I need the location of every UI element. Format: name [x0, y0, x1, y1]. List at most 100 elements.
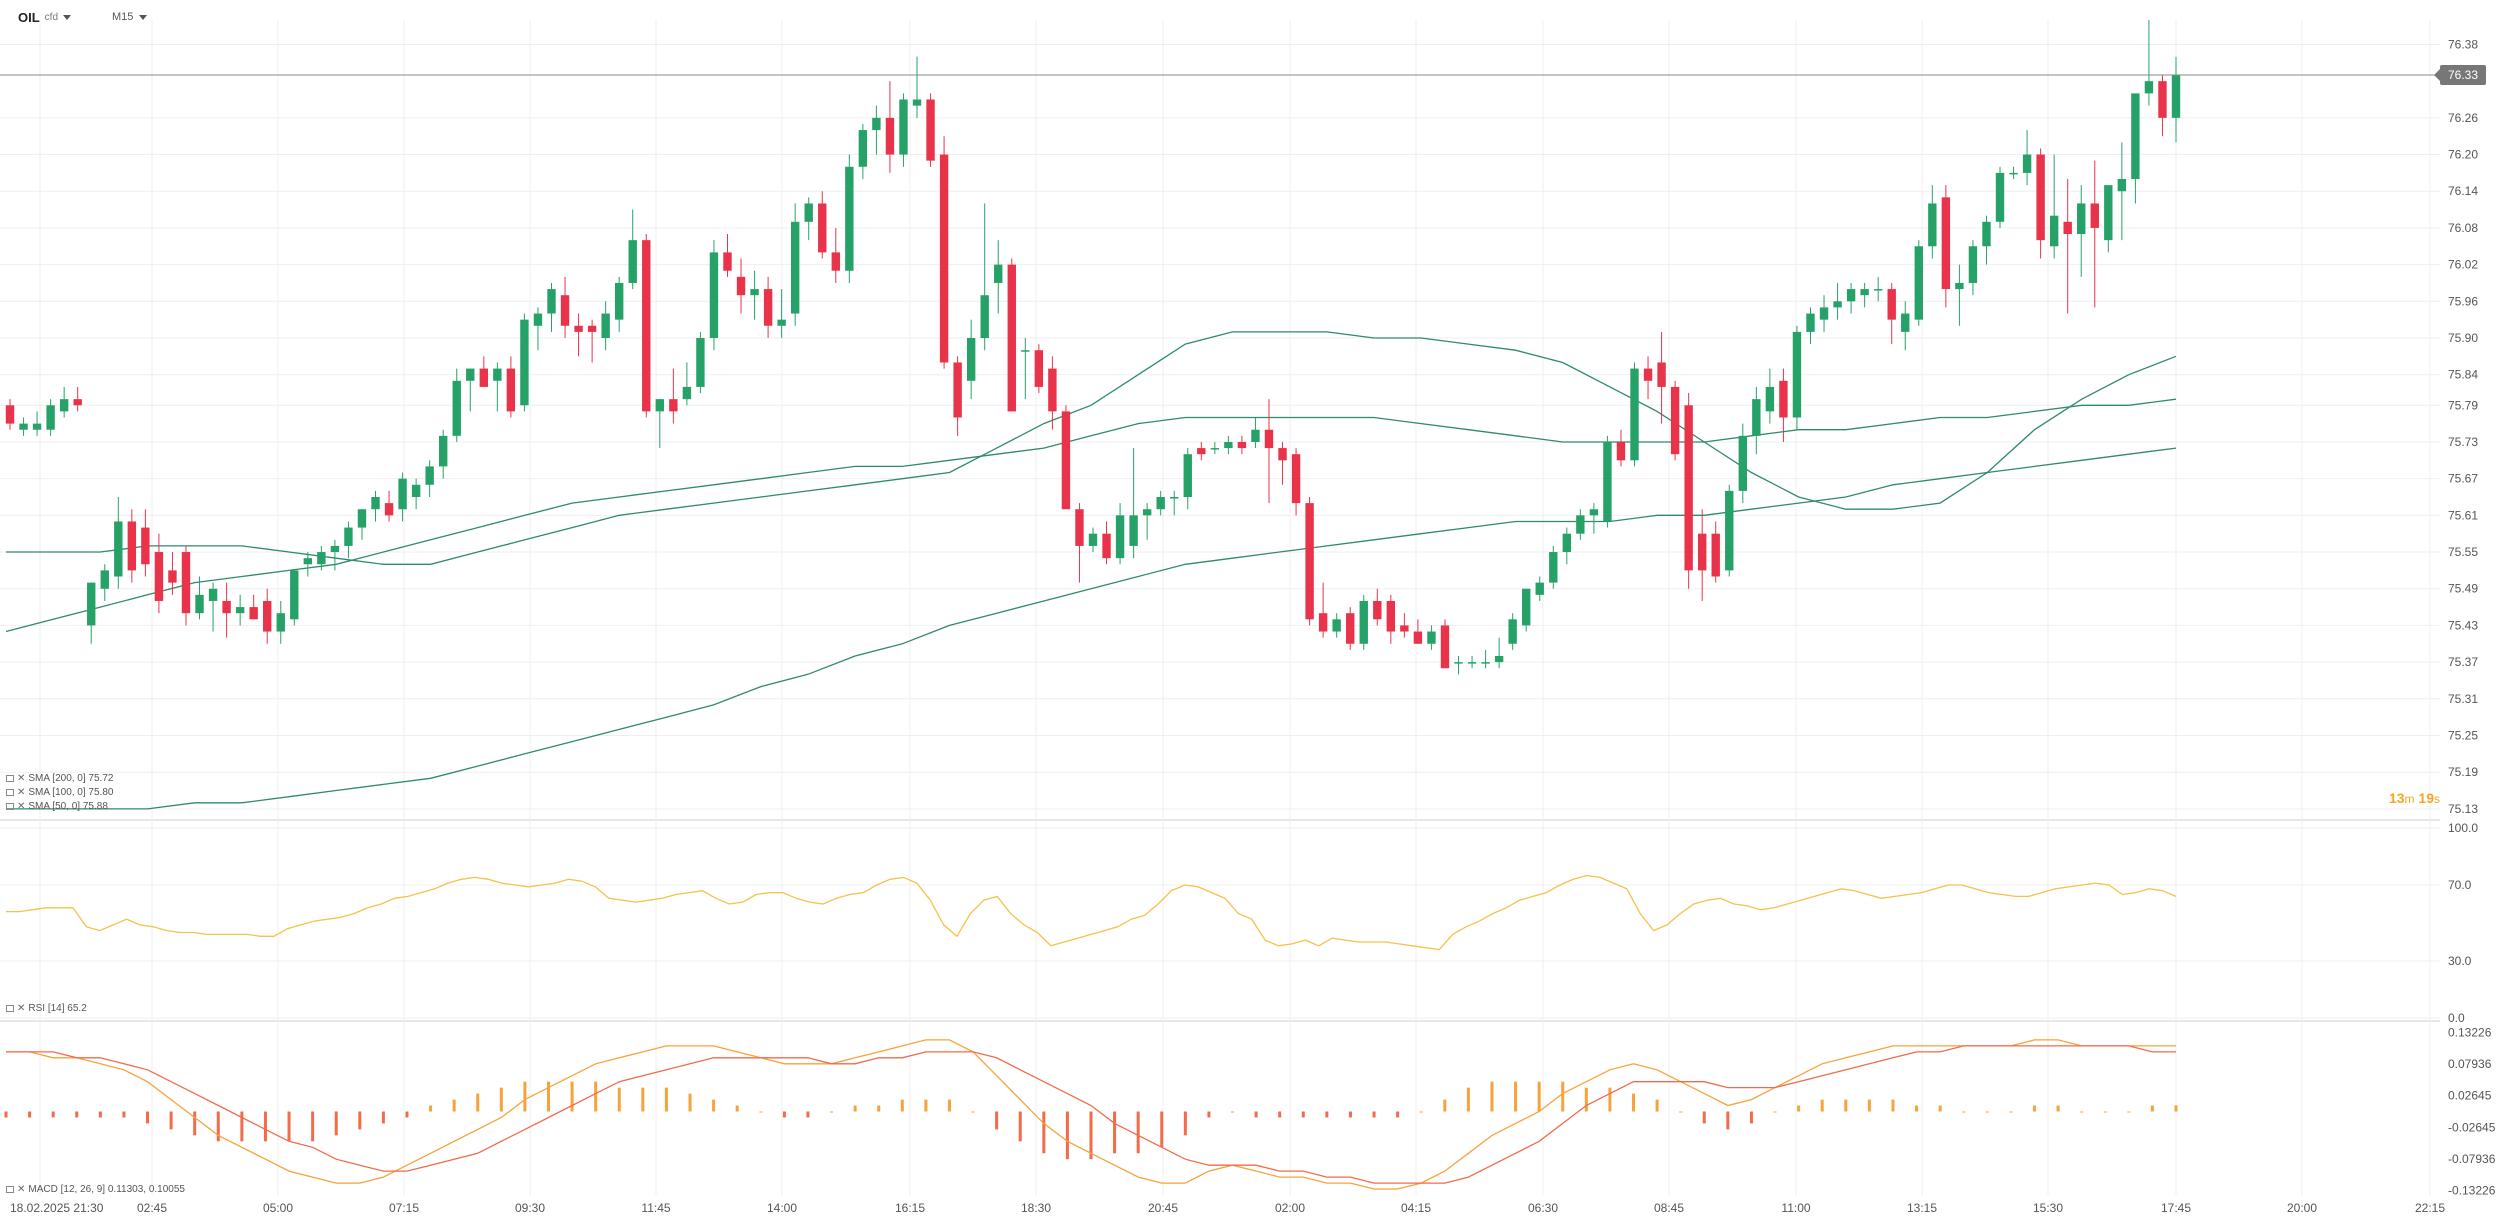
macd-histogram-bar: [75, 1111, 79, 1118]
candle: [452, 368, 461, 442]
macd-histogram-bar: [2174, 1105, 2178, 1112]
candle-body: [642, 240, 651, 412]
candle: [1318, 582, 1328, 638]
price-tick-label: 75.84: [2448, 368, 2478, 382]
current-price-value: 76.33: [2447, 68, 2479, 83]
macd-histogram-bar: [2032, 1105, 2036, 1112]
candle: [411, 478, 421, 510]
legend-rsi[interactable]: ✕ RSI [14] 65.2: [6, 1003, 87, 1014]
settings-icon[interactable]: [6, 1005, 14, 1012]
candle-body: [1346, 613, 1355, 644]
candle: [100, 564, 109, 601]
legend-sma200[interactable]: ✕ SMA [200, 0] 75.72: [6, 773, 113, 784]
candle-body: [5, 405, 15, 424]
macd-histogram-bar: [924, 1099, 928, 1112]
candle-body: [1562, 533, 1572, 553]
candle-body: [1264, 429, 1274, 449]
candle: [2022, 130, 2032, 186]
timeframe-label: M15: [112, 11, 134, 23]
candle: [235, 594, 245, 626]
candle-body: [1792, 331, 1802, 418]
legend-sma50[interactable]: ✕ SMA [50, 0] 75.88: [6, 801, 108, 812]
candle-body: [1332, 619, 1341, 632]
candle: [1142, 503, 1152, 540]
legend-macd[interactable]: ✕ MACD [12, 26, 9] 0.11303, 0.10055: [6, 1184, 185, 1195]
candle-body: [32, 423, 42, 430]
close-icon[interactable]: ✕: [17, 801, 26, 812]
candle-body: [1318, 613, 1328, 632]
candle: [1603, 435, 1612, 528]
candle: [560, 276, 570, 338]
macd-histogram-bar: [570, 1081, 574, 1112]
candle-body: [1129, 515, 1138, 546]
candle: [439, 429, 448, 479]
macd-histogram-bar: [1136, 1111, 1140, 1154]
settings-icon[interactable]: [6, 789, 14, 796]
candle-body: [249, 607, 258, 620]
macd-histogram-bar: [429, 1105, 433, 1112]
candle: [669, 368, 678, 424]
candle: [547, 282, 556, 332]
macd-tick-label: 0.13226: [2448, 1026, 2492, 1040]
candle: [1684, 393, 1693, 589]
candle: [1481, 649, 1490, 669]
candle: [1413, 619, 1423, 644]
candle: [1873, 276, 1883, 302]
candle: [1048, 356, 1057, 430]
macd-histogram-bar: [1301, 1111, 1305, 1118]
macd-histogram-bar: [1537, 1081, 1541, 1112]
settings-icon[interactable]: [6, 803, 14, 810]
macd-histogram-bar: [617, 1087, 621, 1112]
candle-body: [1643, 368, 1653, 381]
symbol-type: cfd: [44, 12, 59, 23]
symbol-name: OIL: [18, 10, 40, 25]
candle-body: [235, 607, 245, 614]
settings-icon[interactable]: [6, 1186, 14, 1193]
candle: [845, 154, 854, 283]
macd-histogram-bar: [759, 1111, 763, 1113]
macd-histogram-bar: [523, 1081, 527, 1112]
macd-histogram-bar: [287, 1111, 291, 1142]
macd-histogram-bar: [2080, 1111, 2084, 1113]
candle-body: [2090, 203, 2099, 228]
price-tick-label: 75.73: [2448, 435, 2478, 449]
candle: [1183, 448, 1192, 510]
macd-histogram-bar: [877, 1105, 881, 1112]
close-icon[interactable]: ✕: [17, 773, 26, 784]
candle-body: [872, 117, 881, 131]
macd-histogram-bar: [2009, 1111, 2013, 1113]
candle: [1955, 264, 1964, 326]
price-tick-label: 75.25: [2448, 729, 2478, 743]
legend-sma100[interactable]: ✕ SMA [100, 0] 75.80: [6, 787, 113, 798]
candle-body: [669, 399, 678, 412]
settings-icon[interactable]: [6, 775, 14, 782]
candle-body: [1535, 582, 1544, 595]
candle: [1278, 441, 1287, 485]
candle-body: [1752, 399, 1761, 436]
timeframe-selector[interactable]: M15: [112, 11, 148, 23]
candle: [317, 545, 326, 571]
price-tick-label: 75.49: [2448, 582, 2478, 596]
close-icon[interactable]: ✕: [17, 1003, 26, 1014]
macd-histogram-bar: [995, 1111, 999, 1130]
macd-histogram-bar: [405, 1111, 409, 1118]
candle-body: [100, 570, 109, 589]
candle-body: [790, 221, 800, 314]
candle-body: [1210, 448, 1220, 450]
candle: [1562, 527, 1572, 565]
candle: [32, 411, 42, 436]
candle: [1129, 448, 1138, 559]
candle-body: [154, 552, 164, 601]
candle-body: [1982, 221, 1991, 247]
candle-body: [46, 405, 55, 430]
candle-body: [398, 478, 407, 510]
macd-histogram-bar: [1915, 1105, 1919, 1112]
candle-body: [87, 582, 96, 626]
symbol-selector[interactable]: OIL cfd: [18, 10, 72, 25]
candle: [994, 240, 1003, 314]
close-icon[interactable]: ✕: [17, 787, 26, 798]
close-icon[interactable]: ✕: [17, 1184, 26, 1195]
price-tick-label: 76.02: [2448, 258, 2478, 272]
candle-body: [1968, 246, 1978, 283]
